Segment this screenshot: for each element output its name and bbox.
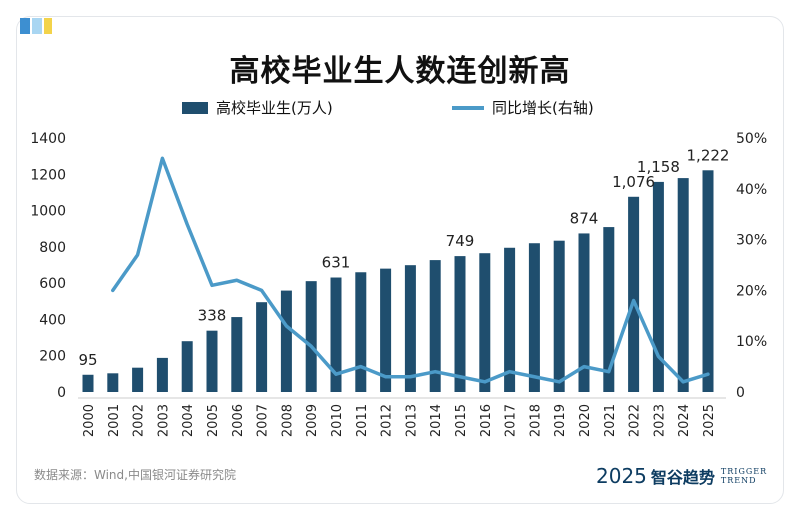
x-tick-label: 2008	[280, 404, 295, 437]
y-axis-left: 0 200 400 600 800 1000 1200 1400	[30, 131, 66, 401]
x-tick-label: 2016	[479, 404, 494, 437]
bar-2020	[578, 233, 590, 392]
bar-2004	[181, 341, 193, 392]
y-right-tick-label: 20%	[736, 283, 767, 299]
brand-logo: 2025 智谷趋势 TRIGGER TREND	[596, 464, 767, 488]
x-tick-label: 2003	[156, 404, 171, 437]
legend-line-label: 同比增长(右轴)	[492, 99, 594, 117]
bar-2018	[528, 243, 540, 392]
brand-english: TRIGGER TREND	[721, 467, 767, 485]
source-note: 数据来源：Wind,中国银河证券研究院	[34, 468, 236, 482]
line-series	[111, 156, 710, 384]
bar-2025	[702, 170, 714, 392]
brand-year: 2025	[596, 464, 647, 488]
brand-english-line2: TREND	[720, 476, 757, 485]
x-tick-label: 2020	[578, 404, 593, 437]
brand-name: 智谷趋势	[650, 468, 715, 487]
brand-english-line1: TRIGGER	[720, 467, 768, 476]
bar-2001	[107, 373, 119, 392]
x-tick-label: 2022	[628, 404, 643, 437]
data-label-2023: 1,158	[637, 158, 680, 176]
bar-2011	[355, 272, 367, 392]
data-label-2025: 1,222	[687, 146, 730, 164]
bar-2014	[429, 260, 441, 392]
data-label-2015: 749	[446, 232, 475, 250]
bar-2022	[628, 196, 640, 392]
x-tick-label: 2011	[355, 404, 370, 437]
x-tick-label: 2009	[305, 404, 320, 437]
data-label-2020: 874	[570, 209, 599, 227]
corner-stripe-light	[32, 18, 42, 34]
data-label-2005: 338	[198, 307, 227, 325]
x-tick-label: 2005	[206, 404, 221, 437]
y-right-tick-label: 40%	[736, 182, 767, 198]
data-label-2010: 631	[322, 254, 351, 272]
bar-2005	[206, 330, 218, 392]
bar-2002	[132, 367, 144, 392]
bar-2006	[231, 317, 243, 392]
bar-2024	[677, 178, 689, 392]
bar-2021	[603, 227, 615, 392]
y-right-tick-label: 0	[736, 385, 745, 401]
x-tick-label: 2002	[132, 404, 147, 437]
x-tick-label: 2017	[504, 404, 519, 437]
y-right-tick-label: 10%	[736, 334, 767, 350]
x-tick-label: 2025	[702, 404, 717, 437]
x-tick-label: 2018	[528, 404, 543, 437]
data-label-2022: 1,076	[612, 173, 655, 191]
corner-stripe-blue	[20, 18, 30, 34]
y-axis-right: 0 10% 20% 30% 40% 50%	[736, 131, 767, 401]
x-tick-label: 2015	[454, 404, 469, 437]
y-left-tick-label: 1400	[30, 131, 66, 147]
x-tick-label: 2010	[330, 404, 345, 437]
y-left-tick-label: 0	[57, 385, 66, 401]
x-tick-label: 2006	[231, 404, 246, 437]
legend-bar-label: 高校毕业生(万人)	[216, 99, 333, 117]
x-tick-label: 2024	[677, 404, 692, 437]
x-tick-label: 2021	[603, 404, 618, 437]
bar-2012	[380, 268, 392, 392]
x-tick-label: 2007	[256, 404, 271, 437]
bar-2019	[553, 240, 565, 392]
bar-2023	[652, 181, 664, 392]
bar-2013	[404, 265, 416, 392]
bar-series	[82, 170, 714, 392]
bar-2007	[256, 302, 268, 392]
x-tick-label: 2014	[429, 404, 444, 437]
y-left-tick-label: 400	[39, 312, 66, 328]
bar-2000	[82, 374, 94, 392]
y-left-tick-label: 200	[39, 349, 66, 365]
chart-title: 高校毕业生人数连创新高	[229, 54, 571, 89]
bar-2009	[305, 281, 317, 392]
bar-2008	[280, 290, 292, 392]
y-left-tick-label: 1200	[30, 167, 66, 183]
x-axis: 2000 2001 2002 2003 2004 2005 2006 2007 2008 2009…	[82, 404, 717, 437]
legend: 高校毕业生(万人) 同比增长(右轴)	[182, 99, 594, 117]
x-tick-label: 2000	[82, 404, 97, 437]
y-left-tick-label: 800	[39, 240, 66, 256]
corner-decoration	[20, 18, 52, 34]
x-tick-label: 2004	[181, 404, 196, 437]
bar-2010	[330, 277, 342, 392]
y-right-tick-label: 30%	[736, 233, 767, 249]
data-label-2000: 95	[78, 351, 97, 369]
x-tick-label: 2019	[553, 404, 568, 437]
bar-2016	[479, 253, 491, 392]
x-tick-label: 2013	[404, 404, 419, 437]
x-tick-label: 2012	[380, 404, 395, 437]
y-left-tick-label: 600	[39, 276, 66, 292]
x-tick-label: 2023	[652, 404, 667, 437]
corner-stripe-yellow	[44, 18, 52, 34]
growth-line	[111, 156, 710, 384]
x-tick-label: 2001	[107, 404, 122, 437]
bar-2017	[504, 247, 516, 392]
y-left-tick-label: 1000	[30, 204, 66, 220]
legend-bar-swatch	[182, 102, 208, 114]
bar-2015	[454, 256, 466, 392]
y-right-tick-label: 50%	[736, 131, 767, 147]
bar-2003	[156, 357, 168, 392]
